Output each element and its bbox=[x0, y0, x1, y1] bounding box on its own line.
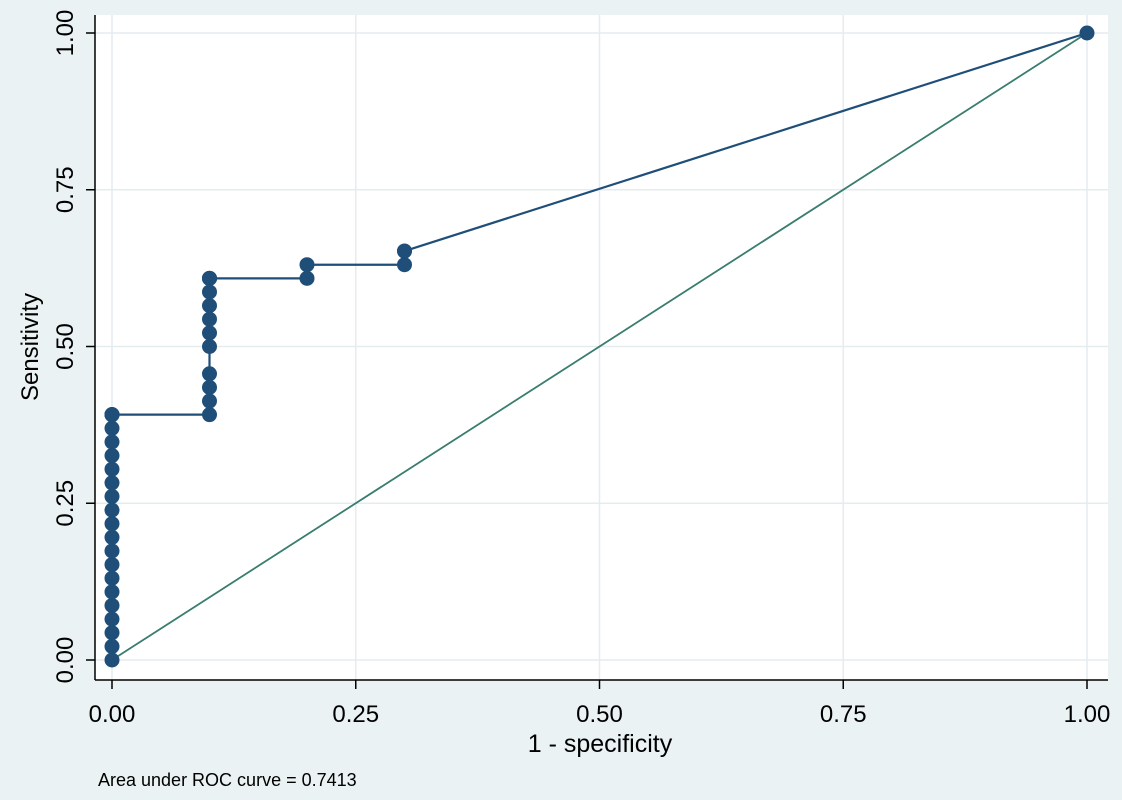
roc-point bbox=[202, 298, 217, 314]
axes: 0.00 0.25 0.50 0.75 1.00 0.00 0.25 0.50 0.75 1.00 bbox=[52, 10, 1110, 728]
roc-point bbox=[397, 243, 412, 259]
y-tick-label: 0.50 bbox=[52, 323, 79, 370]
roc-point bbox=[104, 448, 120, 464]
roc-point bbox=[202, 284, 217, 300]
roc-point bbox=[104, 652, 120, 668]
roc-point bbox=[104, 420, 120, 436]
roc-point bbox=[202, 379, 217, 395]
reference-line bbox=[111, 32, 1088, 661]
roc-point bbox=[104, 638, 120, 654]
y-tick-label: 0.25 bbox=[52, 480, 79, 527]
y-tick-label: 0.75 bbox=[52, 166, 79, 213]
roc-point bbox=[202, 270, 217, 286]
roc-point bbox=[104, 597, 120, 613]
roc-point bbox=[104, 475, 120, 491]
roc-point bbox=[104, 529, 120, 545]
auc-note: Area under ROC curve = 0.7413 bbox=[98, 770, 357, 790]
roc-point bbox=[299, 257, 315, 273]
roc-point bbox=[104, 625, 120, 641]
plot-series bbox=[104, 25, 1095, 668]
roc-point bbox=[202, 393, 217, 409]
roc-point bbox=[104, 488, 120, 504]
roc-point bbox=[202, 311, 217, 327]
roc-point bbox=[104, 434, 120, 450]
x-tick-label: 0.50 bbox=[576, 701, 623, 728]
x-tick-label: 0.25 bbox=[332, 701, 379, 728]
roc-point bbox=[104, 502, 120, 518]
roc-point bbox=[104, 407, 120, 423]
x-tick-label: 1.00 bbox=[1064, 701, 1111, 728]
y-tick-label: 1.00 bbox=[52, 10, 79, 57]
roc-point bbox=[1079, 25, 1095, 41]
roc-point bbox=[299, 270, 315, 286]
x-tick-label: 0.00 bbox=[89, 701, 136, 728]
roc-point bbox=[104, 570, 120, 586]
y-tick-label: 0.00 bbox=[52, 637, 79, 684]
y-axis-title: Sensitivity bbox=[17, 293, 44, 401]
roc-point bbox=[104, 557, 120, 573]
roc-point bbox=[202, 325, 217, 341]
x-tick-label: 0.75 bbox=[820, 701, 867, 728]
roc-point bbox=[104, 543, 120, 559]
roc-point bbox=[104, 611, 120, 627]
roc-point bbox=[202, 366, 217, 382]
roc-point bbox=[202, 407, 217, 423]
plot-area bbox=[95, 15, 1108, 680]
x-axis-title: 1 - specificity bbox=[528, 730, 673, 758]
roc-point bbox=[202, 339, 217, 354]
roc-point bbox=[104, 516, 120, 532]
grid-lines bbox=[95, 15, 1108, 680]
roc-point bbox=[397, 257, 412, 273]
roc-point bbox=[104, 584, 120, 600]
roc-point bbox=[104, 461, 120, 477]
